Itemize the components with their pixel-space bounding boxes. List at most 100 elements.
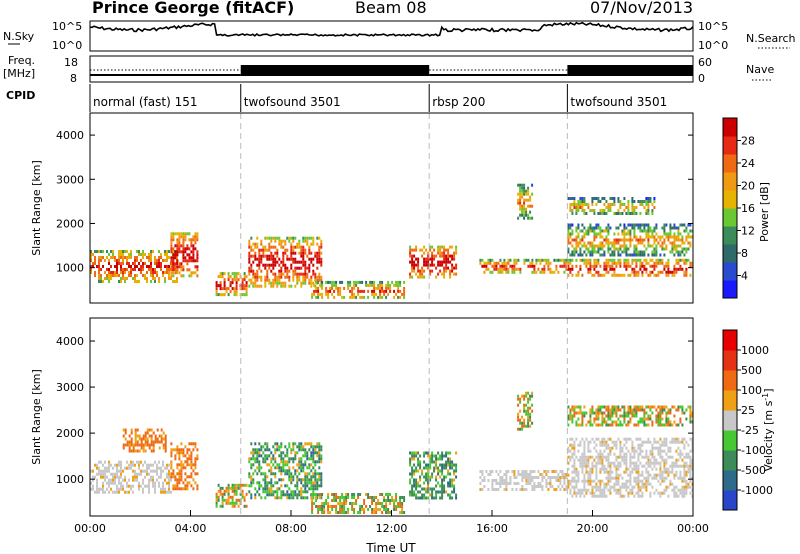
power-cell: [112, 256, 114, 259]
velocity-cell: [675, 461, 678, 465]
velocity-cell: [445, 454, 448, 458]
velocity-cell: [270, 490, 273, 494]
power-cell: [583, 226, 586, 230]
velocity-cell: [657, 473, 660, 477]
power-cell: [302, 236, 305, 240]
velocity-cell: [607, 411, 610, 415]
velocity-cell: [507, 482, 510, 485]
velocity-cell: [689, 491, 692, 495]
velocity-cell: [683, 485, 686, 489]
velocity-cell: [623, 443, 626, 447]
power-cell: [597, 273, 600, 277]
power-cell: [245, 275, 248, 279]
velocity-cell: [431, 454, 434, 458]
power-cell: [176, 244, 179, 248]
power-cell: [347, 280, 350, 284]
power-cell: [174, 268, 177, 272]
velocity-cell: [286, 490, 289, 494]
power-cell: [627, 253, 630, 257]
velocity-cell: [569, 411, 572, 415]
power-cell: [268, 242, 271, 246]
velocity-cell: [146, 469, 148, 473]
power-cell: [425, 260, 428, 264]
power-cell: [681, 238, 684, 242]
velocity-cell: [439, 475, 442, 479]
velocity-cell: [631, 491, 634, 495]
velocity-cell: [579, 440, 582, 444]
velocity-cell: [292, 442, 295, 446]
velocity-cell: [661, 408, 664, 412]
velocity-cell: [270, 460, 273, 464]
velocity-cell: [643, 476, 646, 480]
power-cell: [591, 200, 594, 203]
power-cell: [282, 239, 285, 243]
velocity-cell: [577, 473, 580, 477]
velocity-cell: [599, 494, 602, 498]
power-cell: [507, 267, 510, 271]
power-cell: [431, 251, 434, 255]
power-cell: [589, 261, 592, 265]
velocity-cell: [286, 448, 289, 452]
power-cell: [567, 261, 570, 265]
velocity-cell: [663, 467, 666, 471]
velocity-cell: [427, 484, 430, 488]
power-cell: [258, 275, 261, 279]
power-cell: [575, 212, 578, 215]
power-cell: [395, 283, 398, 287]
velocity-cell: [563, 473, 566, 476]
velocity-cell: [314, 445, 317, 449]
power-cell: [523, 189, 526, 193]
velocity-cell: [641, 485, 644, 489]
velocity-cell: [180, 448, 183, 452]
velocity-cell: [589, 476, 592, 480]
power-cell: [517, 192, 520, 196]
velocity-cell: [186, 487, 189, 491]
velocity-cell: [341, 493, 344, 496]
power-cell: [150, 274, 152, 277]
power-cell: [276, 284, 279, 288]
velocity-cell: [318, 460, 321, 464]
xaxis-label: Time UT: [365, 541, 416, 554]
power-cell: [353, 286, 356, 290]
velocity-cell: [669, 482, 672, 486]
velocity-cell: [94, 490, 96, 494]
velocity-cell: [286, 484, 289, 488]
power-cell: [353, 295, 356, 299]
velocity-cell: [425, 496, 428, 500]
velocity-cell: [278, 496, 281, 500]
power-cell: [677, 267, 680, 271]
power-cell: [130, 274, 132, 277]
power-cbar-tick-label-0: 4: [741, 270, 748, 283]
velocity-cell: [663, 423, 666, 427]
velocity-cell: [679, 488, 682, 492]
power-cell: [337, 289, 340, 293]
velocity-cell: [417, 469, 420, 473]
power-cell: [613, 212, 616, 215]
velocity-cell: [290, 472, 293, 476]
power-cell: [479, 258, 482, 262]
velocity-cell: [401, 505, 404, 508]
power-cell: [302, 260, 305, 264]
velocity-cell: [136, 478, 138, 482]
power-cell: [635, 258, 638, 262]
power-cell: [286, 248, 289, 252]
velocity-cell: [389, 499, 392, 502]
power-cell: [565, 267, 568, 271]
power-cell: [243, 293, 246, 297]
velocity-cell: [192, 442, 195, 446]
velocity-cell: [593, 479, 596, 483]
power-cell: [154, 277, 156, 280]
power-cell: [649, 229, 652, 233]
velocity-cell: [599, 452, 602, 456]
velocity-cell: [170, 490, 172, 494]
power-cell: [417, 263, 420, 267]
velocity-cell: [575, 423, 578, 427]
velocity-cell: [689, 405, 692, 409]
power-cbar-swatch-1: [723, 262, 737, 281]
velocity-cell: [513, 470, 516, 473]
velocity-cell: [671, 455, 674, 459]
power-cell: [296, 278, 299, 282]
power-cell: [272, 272, 275, 276]
power-cell: [248, 254, 251, 258]
velocity-cell: [683, 479, 686, 483]
